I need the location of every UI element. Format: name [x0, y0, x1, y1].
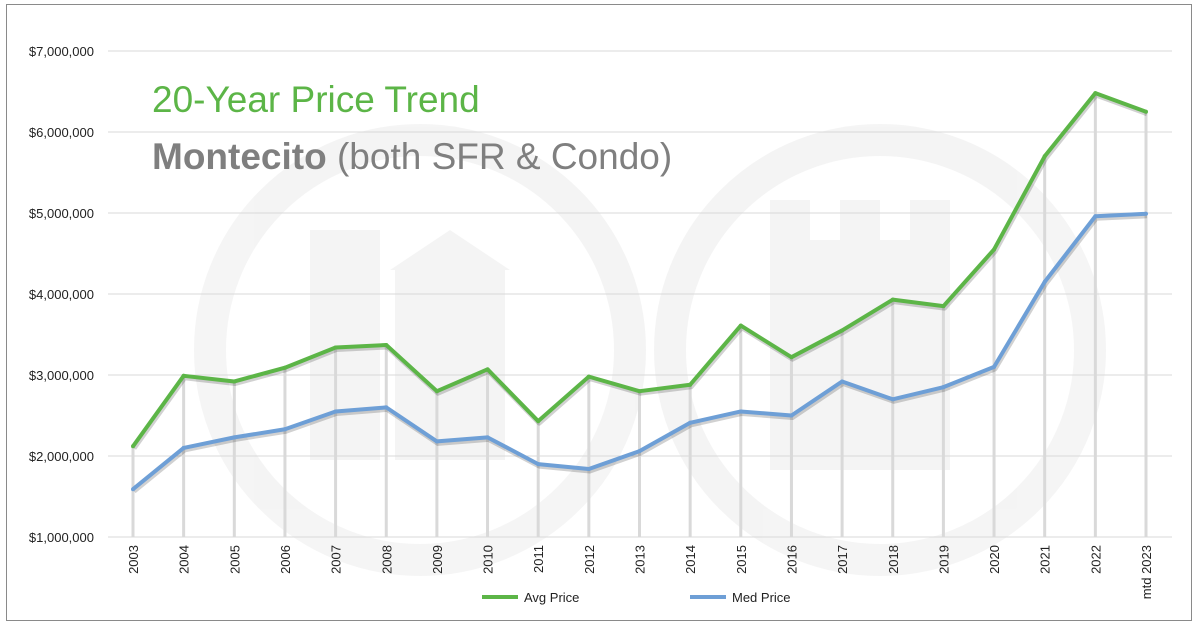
y-tick-label: $5,000,000 [29, 206, 94, 221]
y-tick-label: $3,000,000 [29, 368, 94, 383]
chart-title: 20-Year Price Trend [152, 79, 480, 120]
x-tick-label: 2009 [430, 545, 445, 574]
data-point [333, 409, 338, 414]
data-point [738, 323, 743, 328]
x-tick-label: 2012 [582, 545, 597, 574]
data-point [1093, 91, 1098, 96]
data-point [333, 345, 338, 350]
x-tick-label: 2010 [481, 545, 496, 574]
legend: Avg Price Med Price [482, 590, 791, 605]
data-point [282, 427, 287, 432]
watermark-tower-ring [654, 124, 1106, 576]
data-point [586, 374, 591, 379]
data-point [536, 462, 541, 467]
data-point [282, 365, 287, 370]
data-point [840, 379, 845, 384]
x-tick-label: mtd 2023 [1139, 545, 1154, 599]
series-lines [131, 91, 1148, 494]
chart-subtitle-bold: Montecito [152, 136, 327, 177]
y-tick-label: $7,000,000 [29, 44, 94, 59]
x-tick-label: 2008 [379, 545, 394, 574]
series-shadow-med-price [132, 213, 1148, 494]
data-point [1042, 154, 1047, 159]
data-point [181, 373, 186, 378]
x-tick-label: 2017 [835, 545, 850, 574]
y-tick-label: $6,000,000 [29, 125, 94, 140]
x-tick-label: 2011 [531, 545, 546, 573]
data-point [131, 444, 135, 449]
legend-label: Avg Price [524, 590, 579, 605]
x-tick-label: 2014 [683, 545, 698, 574]
x-tick-label: 2022 [1088, 545, 1103, 574]
data-point [1093, 214, 1098, 219]
data-point [992, 247, 997, 252]
data-point [434, 389, 439, 394]
data-point [586, 466, 591, 471]
data-point [789, 413, 794, 418]
x-tick-label: 2005 [227, 545, 242, 574]
x-tick-label: 2003 [126, 545, 141, 574]
data-point [890, 397, 895, 402]
x-tick-label: 2016 [784, 545, 799, 574]
chart-frame [6, 4, 1192, 621]
x-tick-label: 2020 [987, 545, 1002, 574]
data-point [1042, 279, 1047, 284]
series-shadow-avg-price [131, 92, 1148, 450]
data-point [688, 420, 693, 425]
data-point [890, 297, 895, 302]
data-point [232, 435, 237, 440]
data-point [434, 439, 439, 444]
watermark-castle-tower [770, 200, 950, 470]
chart-subtitle: Montecito (both SFR & Condo) [152, 136, 672, 177]
data-point [637, 449, 642, 454]
x-tick-label: 2015 [734, 545, 749, 574]
legend-label: Med Price [732, 590, 791, 605]
data-point [384, 405, 389, 410]
data-point [840, 328, 845, 333]
data-point [789, 355, 794, 360]
data-point [1144, 109, 1148, 114]
y-tick-label: $1,000,000 [29, 530, 94, 545]
y-axis-tick-labels: $1,000,000 $2,000,000 $3,000,000 $4,000,000… [29, 44, 94, 545]
watermark-seal-ring [194, 124, 646, 576]
chart-titles: 20-Year Price Trend Montecito (both SFR … [152, 79, 672, 177]
x-tick-label: 2004 [177, 545, 192, 574]
x-tick-label: 2021 [1038, 545, 1053, 574]
data-point [688, 382, 693, 387]
data-point [941, 385, 946, 390]
data-point [181, 445, 186, 450]
chart-subtitle-rest: (both SFR & Condo) [327, 136, 672, 177]
data-point [536, 419, 541, 424]
data-point [637, 389, 642, 394]
y-tick-label: $4,000,000 [29, 287, 94, 302]
x-tick-label: 2006 [278, 545, 293, 574]
x-tick-label: 2019 [936, 545, 951, 574]
y-tick-label: $2,000,000 [29, 449, 94, 464]
data-point [485, 435, 490, 440]
data-point [384, 343, 389, 348]
data-point [992, 364, 997, 369]
x-tick-label: 2013 [633, 545, 648, 574]
data-point [485, 367, 490, 372]
watermark-building-roof [390, 230, 510, 270]
x-tick-label: 2018 [886, 545, 901, 574]
x-axis-tick-labels: 2003 2004 2005 2006 2007 2008 2009 2010 2011 2012… [126, 545, 1154, 599]
data-point [941, 304, 946, 309]
data-point [232, 379, 237, 384]
drop-lines [131, 93, 1148, 537]
data-point [1144, 211, 1148, 216]
data-point [131, 487, 135, 492]
x-tick-label: 2007 [329, 545, 344, 574]
data-point [738, 409, 743, 414]
